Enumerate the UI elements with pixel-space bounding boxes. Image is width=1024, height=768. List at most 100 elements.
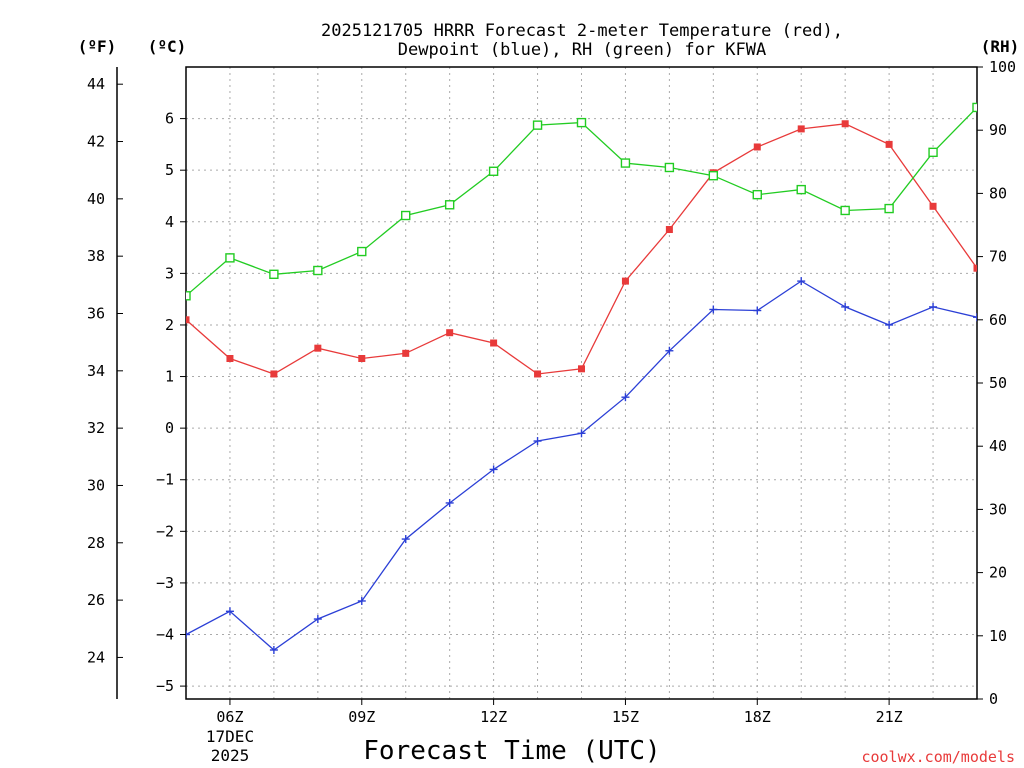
unit-label-f: (ºF) [78, 37, 117, 56]
unit-label-rh: (RH) [981, 37, 1020, 56]
watermark: coolwx.com/models [861, 748, 1015, 766]
plot-frame [185, 66, 978, 700]
celsius-tick-label: 3 [165, 264, 174, 282]
temperature-point [226, 354, 234, 362]
dewpoint-point [225, 607, 234, 616]
rh-point [357, 246, 367, 257]
rh-tick-label: 100 [989, 58, 1016, 76]
dewpoint-point [357, 596, 366, 605]
temperature-point [621, 277, 629, 285]
rh-point [708, 171, 719, 181]
fahrenheit-tick-label: 42 [87, 133, 105, 151]
rh-point [884, 203, 894, 214]
rh-tick-label: 10 [989, 627, 1007, 645]
dewpoint-point [489, 465, 498, 474]
temperature-point [929, 202, 937, 210]
temperature-point [753, 143, 761, 151]
celsius-tick-label: 0 [165, 419, 174, 437]
dewpoint-point [621, 393, 630, 402]
dewpoint-point [665, 346, 674, 355]
celsius-tick-label: 2 [165, 316, 174, 334]
celsius-tick-label: 1 [165, 368, 174, 386]
x-tick-label: 15Z [612, 708, 639, 726]
rh-tick-label: 50 [989, 374, 1007, 392]
dewpoint-point [445, 498, 454, 507]
unit-label-c: (ºC) [148, 37, 187, 56]
chart-title-line2: Dewpoint (blue), RH (green) for KFWA [398, 40, 766, 60]
rh-point [186, 291, 191, 301]
dewpoint-point [577, 429, 586, 438]
date-label-line1: 17DEC [206, 727, 254, 746]
fahrenheit-tick-label: 30 [87, 476, 105, 494]
celsius-tick-label: −5 [156, 677, 174, 695]
rh-tick-label: 30 [989, 500, 1007, 518]
x-axis-label: Forecast Time (UTC) [363, 736, 660, 766]
date-label-line2: 2025 [211, 746, 250, 765]
temperature-point [797, 125, 805, 133]
dewpoint-point [401, 535, 410, 544]
rh-point [313, 265, 323, 276]
fahrenheit-tick-label: 38 [87, 247, 105, 265]
celsius-tick-label: 6 [165, 110, 174, 128]
temperature-point [186, 316, 190, 324]
dewpoint-line [186, 280, 977, 651]
temperature-point [534, 370, 542, 378]
dewpoint-point [973, 313, 977, 322]
rh-tick-label: 70 [989, 248, 1007, 266]
rh-point [620, 158, 631, 168]
series-dewpoint [186, 277, 977, 654]
rh-point [664, 162, 675, 173]
rh-point [576, 117, 587, 128]
rh-point [840, 205, 850, 216]
temperature-point [270, 370, 278, 378]
rh-point [532, 120, 543, 130]
rh-point [225, 253, 235, 263]
rh-point [752, 189, 762, 200]
dewpoint-point [753, 306, 762, 315]
x-tick-label: 21Z [876, 708, 903, 726]
dewpoint-point [533, 437, 542, 446]
rh-tick-label: 0 [989, 690, 998, 708]
rh-point [444, 200, 455, 210]
fahrenheit-tick-label: 26 [87, 591, 105, 609]
x-tick-label: 06Z [216, 708, 243, 726]
grid-lines [186, 67, 977, 699]
temperature-point [314, 344, 322, 352]
rh-tick-label: 20 [989, 564, 1007, 582]
dewpoint-point [269, 645, 278, 654]
celsius-tick-label: −1 [156, 471, 174, 489]
dewpoint-point [797, 277, 806, 286]
chart-title-line1: 2025121705 HRRR Forecast 2-meter Tempera… [321, 21, 843, 41]
dewpoint-point [841, 302, 850, 311]
fahrenheit-tick-label: 36 [87, 304, 105, 322]
series-rh [186, 102, 977, 301]
fahrenheit-tick-label: 28 [87, 534, 105, 552]
tick-labels: −5−4−3−2−1012345624262830323436384042440… [87, 58, 1016, 726]
temperature-point [841, 120, 849, 128]
axes [116, 66, 983, 705]
temperature-point [402, 349, 410, 357]
rh-point [488, 166, 499, 176]
dewpoint-point [313, 615, 322, 624]
dewpoint-point [929, 302, 938, 311]
fahrenheit-tick-label: 34 [87, 362, 105, 380]
x-tick-label: 09Z [348, 708, 375, 726]
celsius-tick-label: −3 [156, 574, 174, 592]
series-layer [186, 102, 977, 654]
celsius-tick-label: 5 [165, 161, 174, 179]
fahrenheit-tick-label: 40 [87, 190, 105, 208]
temperature-point [665, 226, 673, 234]
x-tick-label: 18Z [744, 708, 771, 726]
rh-point [269, 269, 279, 279]
rh-tick-label: 90 [989, 121, 1007, 139]
rh-point [972, 102, 977, 113]
dewpoint-point [709, 305, 718, 314]
rh-tick-label: 80 [989, 184, 1007, 202]
temperature-point [578, 365, 585, 373]
celsius-tick-label: −2 [156, 522, 174, 540]
rh-point [401, 210, 411, 221]
temperature-point [358, 354, 366, 362]
temperature-point [973, 264, 977, 272]
celsius-tick-label: 4 [165, 213, 174, 231]
